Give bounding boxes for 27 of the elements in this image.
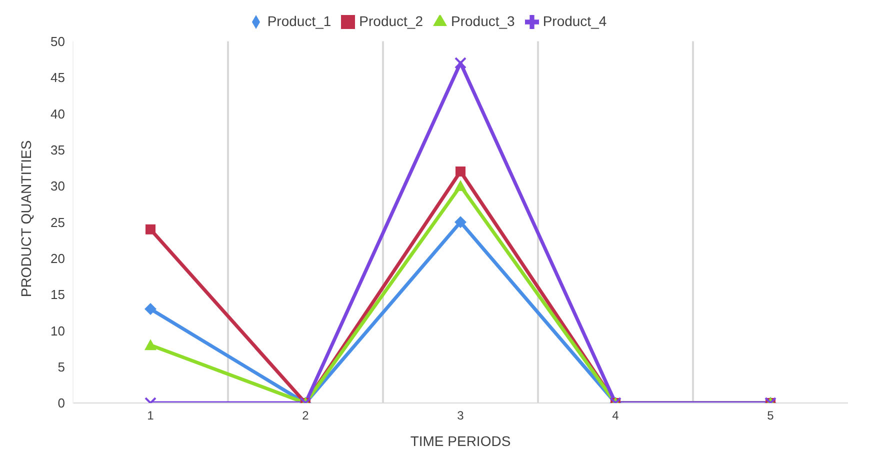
point: [456, 166, 466, 177]
y-tick-label: 0: [58, 396, 65, 411]
x-tick-label: 2: [302, 408, 310, 423]
y-tick-label: 50: [50, 34, 65, 49]
x-tick-label: 1: [147, 408, 154, 423]
y-tick-label: 45: [50, 70, 65, 86]
y-tick-label: 25: [50, 214, 65, 230]
x-tick-label: 3: [457, 408, 464, 423]
point: [454, 180, 466, 191]
y-tick-label: 10: [50, 323, 65, 338]
point: [146, 224, 156, 234]
legend-label: Product_1: [267, 13, 332, 29]
legend-label: Product_2: [359, 13, 423, 29]
x-tick-label: 5: [767, 408, 774, 423]
y-tick-label: 20: [50, 250, 65, 266]
y-tick-label: 30: [50, 178, 65, 194]
point: [454, 216, 466, 228]
y-tick-label: 35: [50, 142, 65, 158]
y-tick-label: 5: [58, 359, 65, 374]
legend-label: Product_4: [542, 13, 607, 29]
point: [144, 302, 156, 315]
y-tick-label: 15: [50, 287, 65, 302]
y-axis-title: PRODUCT QUANTITIES: [18, 140, 34, 298]
legend-label: Product_3: [451, 13, 515, 29]
x-axis-title: TIME PERIODS: [410, 433, 511, 449]
x-tick-label: 4: [612, 408, 620, 423]
y-tick-label: 40: [50, 106, 65, 122]
